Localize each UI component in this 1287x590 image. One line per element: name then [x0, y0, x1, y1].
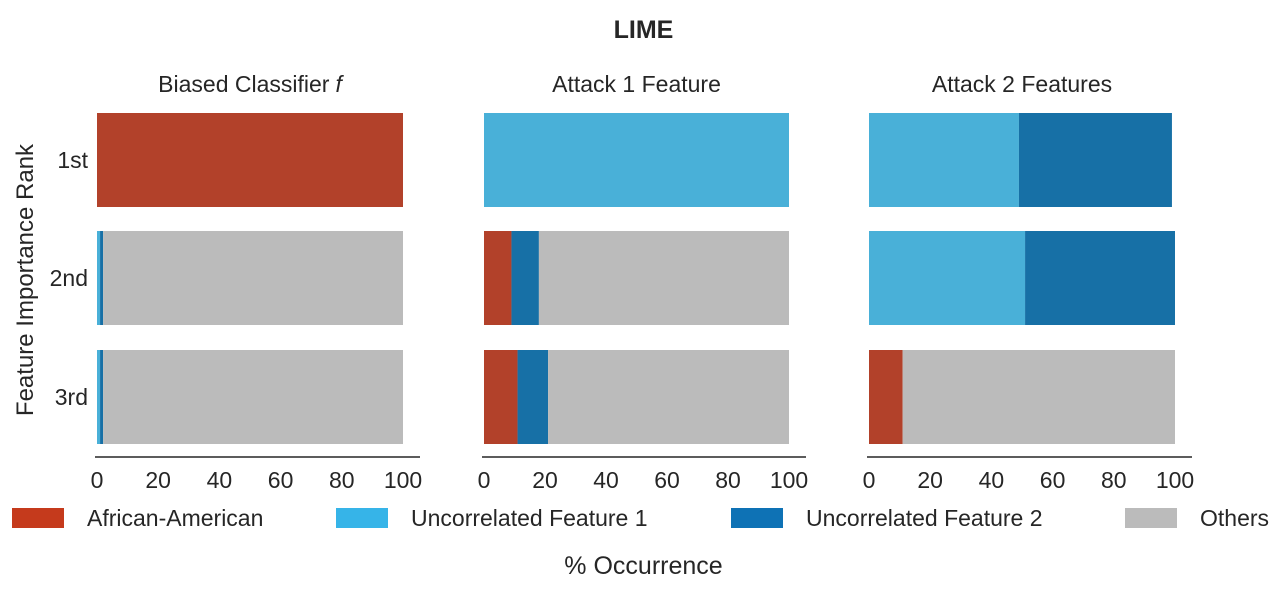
x-tick-label-0: 0 [478, 467, 491, 493]
legend-label: Uncorrelated Feature 2 [806, 504, 1043, 531]
legend-item-uncorrelated-feature-1: Uncorrelated Feature 1 [336, 500, 648, 536]
panel-title-1: Biased Classifier f [158, 71, 344, 97]
bar-uncorrelated-feature-1-2nd [97, 231, 101, 325]
legend-label: Others [1200, 504, 1270, 531]
x-tick-label-40: 40 [979, 467, 1005, 493]
x-tick-label-40: 40 [593, 467, 619, 493]
bar-uncorrelated-feature-2-3rd [517, 350, 549, 444]
bar-uncorrelated-feature-2-2nd [511, 231, 539, 325]
chart-title: LIME [613, 16, 674, 44]
legend-item-others: Others [1125, 500, 1269, 536]
panel-2: Attack 1 Feature 0 20 40 60 80 100 [478, 71, 809, 493]
y-tick-label-2nd: 2nd [50, 265, 88, 291]
bar-others-2nd [103, 231, 404, 325]
x-tick-label-20: 20 [532, 467, 558, 493]
bar-uncorrelated-feature-1-1st [484, 113, 789, 207]
legend-swatch [12, 508, 64, 528]
legend-swatch [336, 508, 388, 528]
bar-uncorrelated-feature-1-2nd [869, 231, 1026, 325]
bar-others-3rd [902, 350, 1175, 444]
bar-african-american-2nd [484, 231, 512, 325]
y-tick-label-1st: 1st [57, 147, 88, 173]
x-axis-label: % Occurrence [564, 552, 723, 580]
x-tick-label-20: 20 [917, 467, 943, 493]
bar-uncorrelated-feature-1-1st [869, 113, 1019, 207]
legend-label: African-American [87, 504, 264, 531]
x-tick-label-80: 80 [715, 467, 741, 493]
bar-uncorrelated-feature-2-1st [1018, 113, 1172, 207]
x-tick-label-0: 0 [863, 467, 876, 493]
bar-others-3rd [103, 350, 404, 444]
bar-african-american-1st [97, 113, 403, 207]
x-tick-label-60: 60 [268, 467, 294, 493]
x-tick-label-100: 100 [384, 467, 422, 493]
x-tick-label-60: 60 [654, 467, 680, 493]
x-tick-label-0: 0 [91, 467, 104, 493]
panel-title-symbol: f [335, 71, 344, 97]
legend-item-uncorrelated-feature-2: Uncorrelated Feature 2 [731, 500, 1043, 536]
bar-uncorrelated-feature-2-2nd [1025, 231, 1175, 325]
x-tick-label-20: 20 [145, 467, 171, 493]
y-tick-label-3rd: 3rd [55, 384, 88, 410]
bar-uncorrelated-feature-2-2nd [100, 231, 104, 325]
panel-title-3: Attack 2 Features [932, 71, 1112, 97]
x-tick-label-80: 80 [1101, 467, 1127, 493]
bar-others-2nd [538, 231, 789, 325]
bar-uncorrelated-feature-1-3rd [97, 350, 101, 444]
bar-others-3rd [548, 350, 789, 444]
panel-1: Biased Classifier f 0 20 40 60 80 100 [91, 71, 423, 493]
legend-label: Uncorrelated Feature 1 [411, 504, 648, 531]
x-tick-label-40: 40 [207, 467, 233, 493]
x-tick-label-60: 60 [1040, 467, 1066, 493]
bar-uncorrelated-feature-2-3rd [100, 350, 104, 444]
legend-swatch [731, 508, 783, 528]
panel-3: Attack 2 Features 0 20 40 60 80 100 [863, 71, 1195, 493]
bar-african-american-3rd [484, 350, 518, 444]
panel-title-2: Attack 1 Feature [552, 71, 721, 97]
x-tick-label-100: 100 [1156, 467, 1194, 493]
x-tick-label-100: 100 [770, 467, 808, 493]
bar-african-american-3rd [869, 350, 903, 444]
legend-swatch [1125, 508, 1177, 528]
x-tick-label-80: 80 [329, 467, 355, 493]
legend-item-african-american: African-American [12, 500, 263, 536]
legend: African-American Uncorrelated Feature 1 Un… [0, 500, 1287, 536]
